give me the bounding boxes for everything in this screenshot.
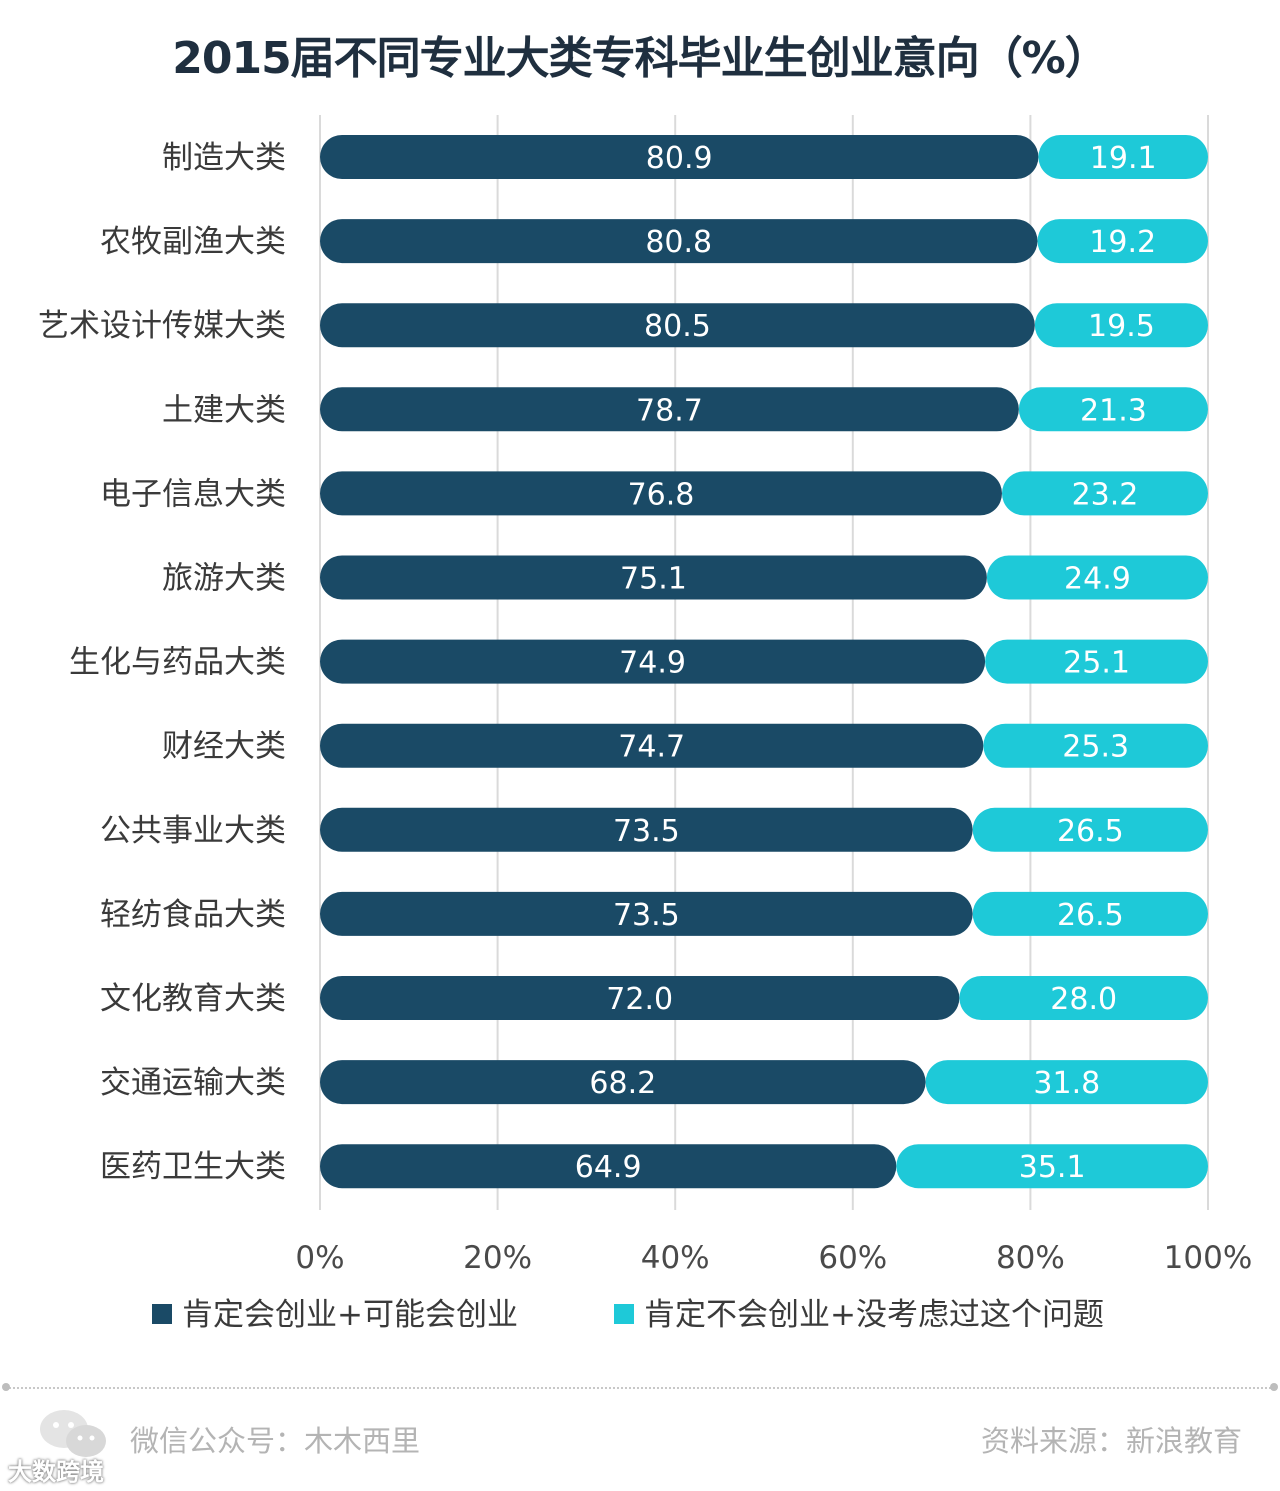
bar-segment-negative [1037,219,1208,264]
category-label: 财经大类 [162,729,286,765]
bar-value-label: 24.9 [1064,562,1131,597]
bar-segment-negative [1001,471,1208,516]
category-label: 交通运输大类 [100,1065,286,1101]
legend-swatch [152,1304,172,1324]
x-tick-label: 80% [996,1240,1065,1276]
bar-value-label: 23.2 [1072,477,1139,512]
bar-value-label: 80.9 [646,141,713,176]
bar-segment-positive [320,1060,926,1105]
bar-value-label: 73.5 [613,814,680,849]
legend-label: 肯定会创业+可能会创业 [182,1297,518,1333]
bar-segment-positive [320,303,1035,348]
bar-segment-positive [320,976,960,1020]
category-label: 文化教育大类 [100,981,286,1017]
bar-value-label: 78.7 [636,393,703,428]
bar-segment-positive [320,807,973,852]
bar-segment-positive [320,219,1038,264]
chart-title: 2015届不同专业大类专科毕业生创业意向（%） [172,33,1109,84]
x-tick-label: 40% [641,1240,710,1276]
footer-divider [6,1387,1274,1389]
bar-value-label: 73.5 [613,898,680,933]
bar-value-label: 74.7 [618,730,685,765]
category-label: 生化与药品大类 [69,645,286,681]
bar-value-label: 19.2 [1089,225,1156,260]
watermark: 大数跨境 [8,1458,104,1486]
legend-label: 肯定不会创业+没考虑过这个问题 [644,1297,1104,1333]
bar-value-label: 19.1 [1090,141,1157,176]
x-tick-labels: 0% 20% 40% 60% 80% 100% [295,1240,1252,1276]
bar-value-label: 31.8 [1033,1066,1100,1101]
bar-segment-positive [320,891,973,936]
category-label: 旅游大类 [162,561,286,597]
category-label: 艺术设计传媒大类 [38,308,286,344]
bar-value-label: 35.1 [1019,1150,1086,1185]
bar-value-label: 19.5 [1088,309,1155,344]
category-label: 医药卫生大类 [100,1149,286,1185]
bar-value-label: 25.1 [1063,646,1130,681]
bar-value-label: 28.0 [1050,982,1117,1017]
footer-account: 微信公众号：木木西里 [130,1424,421,1458]
bar-value-label: 64.9 [575,1150,642,1185]
bar-value-label: 72.0 [606,982,673,1017]
bar-segment-negative [972,807,1208,852]
bar-value-label: 26.5 [1057,814,1124,849]
category-label: 公共事业大类 [100,813,286,849]
category-label: 电子信息大类 [100,476,286,512]
footer-source: 资料来源：新浪教育 [980,1424,1242,1458]
category-label: 轻纺食品大类 [100,897,286,933]
bar-segment-positive [320,639,986,684]
bar-value-label: 25.3 [1062,730,1129,765]
category-label: 制造大类 [162,140,286,176]
bar-segment-negative [896,1144,1208,1189]
bar-segment-negative [972,891,1208,936]
x-tick-label: 60% [818,1240,887,1276]
bar-segment-negative [986,555,1208,600]
category-label: 农牧副渔大类 [100,224,286,260]
bar-segment-positive [320,135,1039,179]
bar-chart: 80.9 19.1 80.8 19.2 80.5 19.5 78.7 21.3 76.8 23.2… [38,115,1252,1333]
legend: 肯定会创业+可能会创业 肯定不会创业+没考虑过这个问题 [152,1297,1104,1333]
bar-value-label: 80.8 [645,225,712,260]
bar-value-label: 74.9 [619,646,686,681]
legend-swatch [614,1304,634,1324]
bar-value-label: 68.2 [589,1066,656,1101]
x-tick-label: 100% [1164,1240,1253,1276]
category-labels: 制造大类农牧副渔大类艺术设计传媒大类土建大类电子信息大类旅游大类生化与药品大类财… [38,140,286,1185]
bar-value-label: 21.3 [1080,393,1147,428]
wechat-icon [40,1410,106,1457]
bar-segment-negative [983,723,1208,768]
bar-segment-positive [320,1144,897,1189]
bar-segment-negative [959,976,1208,1020]
bar-segment-positive [320,387,1019,432]
bars: 80.9 19.1 80.8 19.2 80.5 19.5 78.7 21.3 76.8 23.2… [320,135,1208,1189]
bar-segment-negative [985,639,1208,684]
x-tick-label: 0% [295,1240,344,1276]
x-tick-label: 20% [463,1240,532,1276]
bar-value-label: 76.8 [628,477,695,512]
bar-value-label: 75.1 [620,562,687,597]
category-label: 土建大类 [162,392,286,428]
bar-segment-positive [320,471,1002,516]
bar-segment-negative [1034,303,1208,348]
bar-value-label: 26.5 [1057,898,1124,933]
bar-segment-negative [1018,387,1208,432]
bar-segment-negative [1038,135,1208,179]
bar-segment-positive [320,555,987,600]
divider-dot-right [1270,1383,1278,1391]
bar-segment-positive [320,723,984,768]
bar-value-label: 80.5 [644,309,711,344]
divider-dot-left [2,1383,10,1391]
bar-segment-negative [925,1060,1208,1105]
